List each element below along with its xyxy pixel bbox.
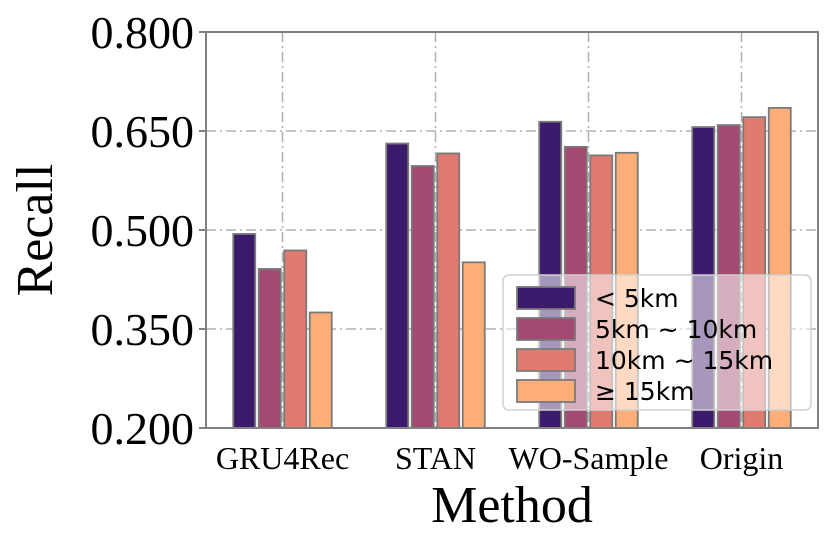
legend-swatch	[516, 348, 576, 372]
bar	[283, 249, 308, 429]
bar	[436, 152, 461, 429]
y-tick-label: 0.350	[91, 304, 195, 355]
legend-label: ≥ 15km	[595, 377, 695, 406]
x-tick-label: STAN	[395, 440, 476, 476]
x-axis-label: Method	[431, 477, 593, 534]
legend-swatch	[516, 286, 576, 310]
y-axis-ticks: 0.200 0.350 0.500 0.650 0.800	[91, 7, 206, 454]
bar	[461, 261, 486, 429]
bar	[257, 268, 282, 429]
bar	[232, 233, 257, 429]
y-tick-label: 0.650	[91, 106, 195, 157]
legend-label: < 5km	[595, 284, 679, 313]
legend-swatch	[516, 379, 576, 403]
x-axis-ticks: GRU4Rec STAN WO-Sample Origin	[216, 440, 783, 476]
legend-label: 10km ~ 15km	[595, 346, 773, 375]
legend-label: 5km ~ 10km	[595, 315, 757, 344]
x-tick-label: Origin	[700, 440, 784, 476]
legend-box	[502, 274, 812, 411]
y-axis-label: Recall	[7, 164, 64, 297]
bar	[308, 311, 333, 429]
x-tick-label: GRU4Rec	[216, 440, 349, 476]
y-tick-label: 0.200	[91, 403, 195, 454]
x-tick-label: WO-Sample	[509, 440, 669, 476]
y-tick-label: 0.800	[91, 7, 195, 58]
y-tick-label: 0.500	[91, 205, 195, 256]
legend-swatch	[516, 317, 576, 341]
bar	[410, 165, 435, 429]
bar	[385, 142, 410, 429]
